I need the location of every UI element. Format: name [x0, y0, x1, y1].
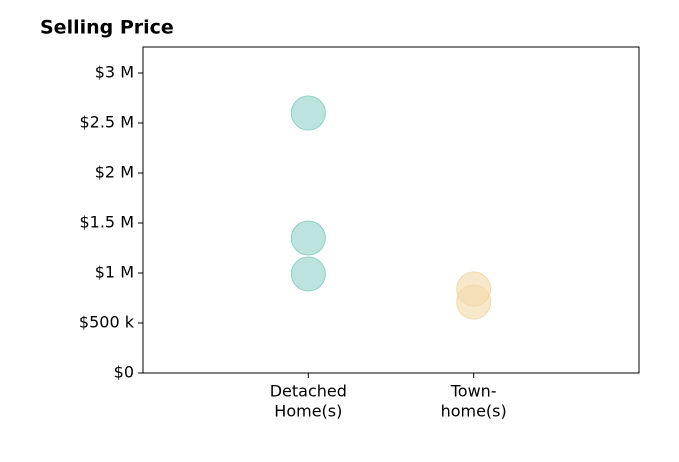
point: [290, 256, 326, 292]
y-tick-label: $1 M: [95, 263, 134, 282]
x-tick-label: Town-: [450, 382, 497, 401]
y-tick-label: $2 M: [95, 163, 134, 182]
y-tick-label: $500 k: [79, 313, 135, 332]
x-tick-label: Home(s): [274, 402, 342, 421]
y-tick-label: $3 M: [95, 63, 134, 82]
y-tick-label: $2.5 M: [79, 113, 134, 132]
y-tick-label: $1.5 M: [79, 213, 134, 232]
point: [290, 95, 326, 131]
point: [456, 284, 492, 320]
x-tick-label: home(s): [441, 402, 507, 421]
x-tick-label: Detached: [270, 382, 347, 401]
point: [290, 220, 326, 256]
chart-title: Selling Price: [40, 17, 174, 39]
plot-frame: [142, 46, 640, 374]
y-tick-label: $0: [114, 363, 134, 382]
